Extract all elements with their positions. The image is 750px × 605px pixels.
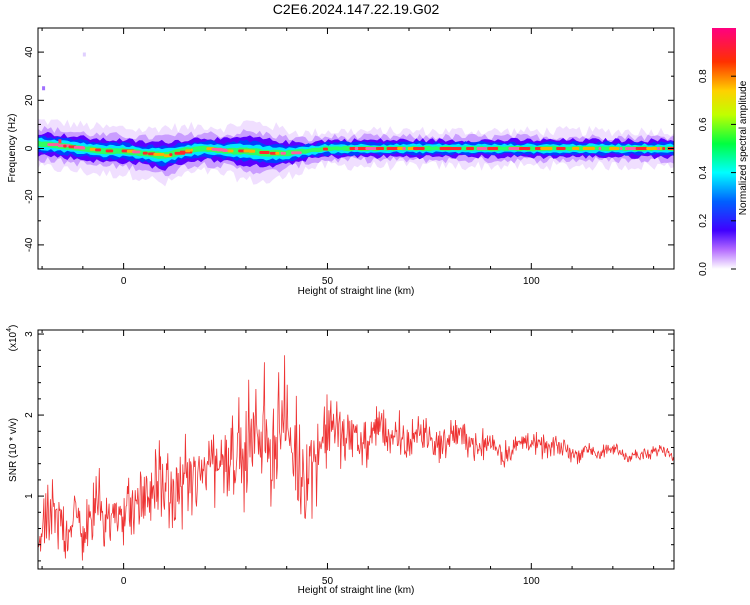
band-core [79, 146, 86, 150]
band-core [153, 152, 165, 156]
band-core [651, 147, 662, 150]
snr-x-axis-label: Height of straight line (km) [298, 585, 415, 596]
spectrogram-y-tick-label: 40 [24, 46, 35, 58]
band-core [572, 147, 580, 150]
spectrogram-y-tick-label: 20 [24, 94, 35, 106]
band-core [402, 147, 406, 150]
spectrogram-y-ticks: -40 -20 0 20 40 [24, 27, 674, 270]
band-core [280, 151, 286, 155]
snr-y-tick-label: 3 [24, 331, 35, 337]
band-core [556, 147, 566, 150]
snr-y-tick-label: 1 [24, 493, 35, 499]
colorbar-gradient [712, 28, 736, 269]
band-core [354, 147, 359, 150]
band-core [47, 143, 60, 147]
snr-scale-exponent: 4 [6, 328, 13, 332]
spectrogram-x-axis-label: Height of straight line (km) [298, 286, 415, 297]
band-core [269, 151, 278, 155]
spectrogram-band [38, 52, 674, 187]
band-core [95, 148, 102, 152]
band-core [222, 149, 228, 152]
band-core [619, 147, 623, 150]
band-core [375, 147, 385, 150]
spectrogram-x-ticks: 0 50 100 [41, 28, 655, 287]
band-core [662, 147, 666, 150]
band-core [439, 147, 446, 150]
snr-frame [37, 329, 675, 570]
colorbar-tick-label: 0.8 [698, 69, 709, 83]
band-speck [58, 139, 62, 144]
band-cyan [38, 137, 674, 163]
band-core [63, 144, 67, 148]
colorbar-tick-label: 0.4 [698, 165, 709, 179]
snr-scale-close: ) [8, 325, 19, 328]
snr-scale-factor: (x104) [6, 325, 19, 352]
band-core [132, 150, 141, 154]
band-speck [82, 52, 86, 57]
snr-x-ticks: 0 50 100 [41, 330, 655, 587]
band-speck [42, 86, 46, 91]
spectrogram-y-axis-label: Frequency (Hz) [7, 114, 18, 183]
band-core [227, 149, 234, 153]
band-core [185, 149, 191, 153]
spectrogram-y-tick-label: -20 [24, 189, 35, 204]
band-core [614, 147, 620, 150]
snr-y-ticks: 1 2 3 [24, 331, 674, 562]
snr-scale-base: (x10 [8, 331, 19, 351]
band-core [413, 147, 425, 150]
band-core [190, 148, 193, 152]
colorbar: 0.0 0.2 0.4 0.6 0.8 Normalized spectral ampl… [698, 28, 749, 276]
band-core [365, 147, 377, 150]
band-core [656, 147, 661, 150]
band-core [625, 147, 637, 150]
spectrogram-x-tick-label: 0 [121, 276, 127, 287]
band-core [476, 147, 487, 150]
band-core [89, 147, 97, 151]
band-core [275, 151, 280, 155]
spectrogram-y-tick-label: 0 [24, 145, 35, 151]
band-core [582, 147, 595, 150]
snr-x-tick-label: 50 [322, 576, 334, 587]
snr-x-tick-label: 0 [121, 576, 127, 587]
snr-x-tick-label: 100 [523, 576, 540, 587]
band-core [248, 149, 256, 153]
spectrogram-y-tick-label: -40 [24, 237, 35, 252]
colorbar-tick-label: 0.2 [698, 213, 709, 227]
band-core [513, 147, 518, 150]
snr-y-tick-label: 2 [24, 412, 35, 418]
band-core [291, 151, 302, 155]
band-core [466, 147, 475, 150]
colorbar-tick-label: 0.6 [698, 117, 709, 131]
colorbar-ticks: 0.0 0.2 0.4 0.6 0.8 [698, 69, 736, 276]
band-core [397, 147, 404, 150]
band-core [598, 147, 602, 150]
band-core [545, 147, 551, 150]
spectrogram-panel: 0 50 100 -40 -20 0 20 40 Height of straight li… [7, 27, 675, 297]
band-core [487, 147, 499, 150]
colorbar-label: Normalized spectral amplitude [738, 80, 749, 215]
band-core [450, 147, 462, 150]
band-core [105, 149, 114, 153]
snr-y-axis-label: SNR (10 * v/v) [8, 418, 19, 482]
snr-panel: 0 50 100 123 Height of straight line (km) … [6, 325, 675, 596]
figure-title: C2E6.2024.147.22.19.G02 [273, 1, 440, 17]
band-core [322, 147, 328, 151]
snr-series-line [38, 355, 674, 561]
band-core [524, 147, 528, 150]
colorbar-tick-label: 0.0 [698, 262, 709, 276]
spectrogram-x-tick-label: 100 [523, 276, 540, 287]
band-core [142, 151, 148, 155]
spectrogram-x-tick-label: 50 [322, 276, 334, 287]
snr-plot-area [38, 330, 674, 569]
band-core [259, 151, 270, 154]
band-core [169, 153, 173, 157]
